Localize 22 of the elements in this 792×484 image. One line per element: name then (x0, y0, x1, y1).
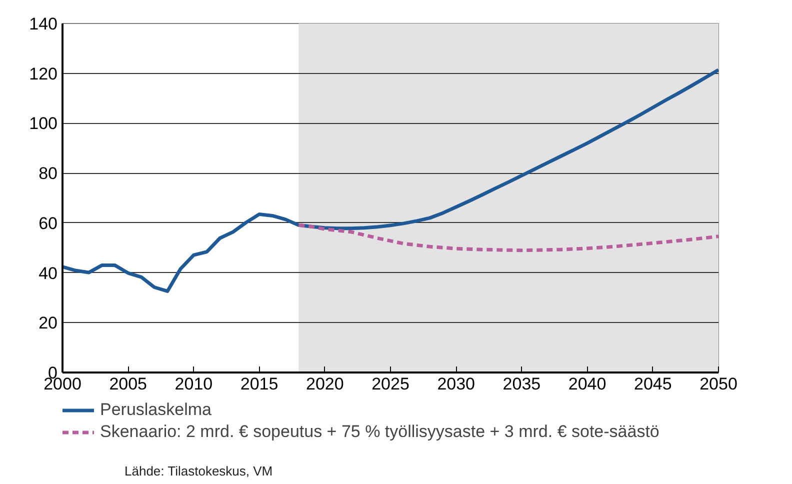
y-tick-label: 120 (29, 64, 58, 84)
x-tick-label: 2020 (306, 374, 344, 394)
x-tick-label: 2030 (437, 374, 476, 394)
x-tick-label: 2050 (700, 374, 738, 394)
line-series (62, 68, 718, 293)
x-tick-label: 2025 (372, 374, 410, 394)
y-tick-label: 20 (38, 314, 58, 333)
x-tick-label: 2045 (634, 374, 672, 394)
x-tick-label: 2010 (174, 374, 213, 394)
y-tick-label: 60 (38, 214, 58, 233)
legend-label: Peruslaskelma (100, 400, 212, 420)
line-series (296, 223, 718, 252)
text: Lähde: Tilastokeskus, VM (124, 464, 273, 478)
y-tick-label: 40 (38, 264, 58, 283)
y-tick-label: 80 (38, 164, 58, 184)
x-tick-label: 2005 (109, 374, 148, 394)
y-tick-label: 100 (29, 114, 58, 134)
x-tick-label: 2035 (502, 374, 541, 394)
x-tick-label: 2015 (240, 374, 278, 394)
y-tick-label: 140 (29, 14, 58, 34)
legend-label: Skenaario: 2 mrd. € sopeutus + 75 % työllisyysaste + 3 mrd. € sote-säästö (100, 422, 660, 442)
x-tick-label: 2040 (568, 374, 606, 394)
